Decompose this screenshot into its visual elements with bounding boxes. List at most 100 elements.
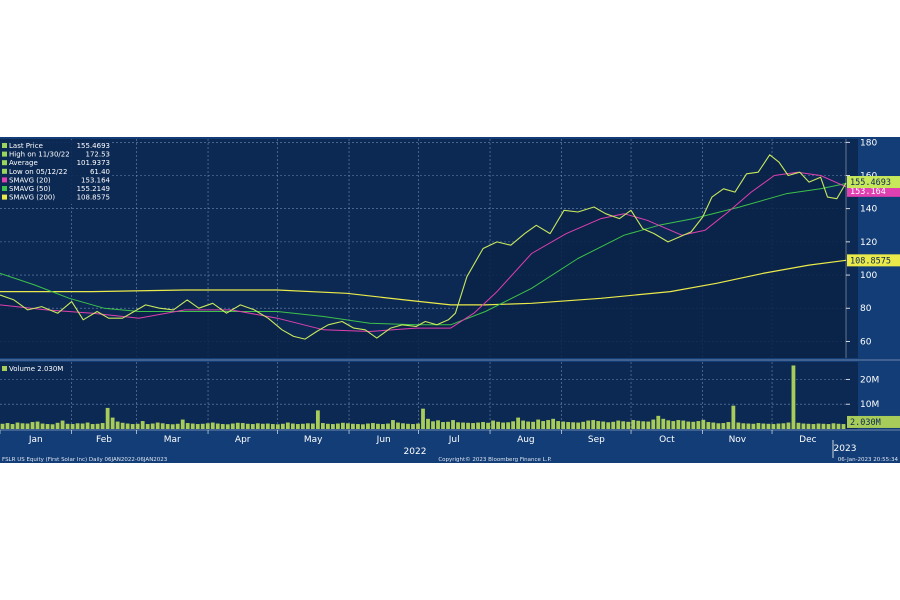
volume-bar xyxy=(751,423,756,429)
volume-bar xyxy=(335,423,340,429)
volume-bar xyxy=(371,423,375,429)
volume-bar xyxy=(771,424,776,429)
month-label: Jan xyxy=(28,435,43,445)
volume-axis: 20M 10M xyxy=(846,375,879,410)
volume-bar xyxy=(210,422,215,429)
volume-bar xyxy=(546,420,551,429)
volume-bar xyxy=(361,424,365,429)
volume-bar xyxy=(821,423,826,429)
volume-bar xyxy=(636,420,641,429)
volume-bar xyxy=(706,422,711,429)
volume-bar xyxy=(85,422,90,429)
volume-panel xyxy=(0,362,858,429)
volume-bar xyxy=(426,418,430,429)
legend-value: 101.9373 xyxy=(77,159,110,167)
series-lines xyxy=(0,154,847,340)
volume-bar xyxy=(671,421,676,429)
volume-bar xyxy=(521,420,526,429)
legend-swatch xyxy=(2,143,7,148)
month-label: May xyxy=(304,435,323,445)
volume-bar xyxy=(30,422,35,429)
volume-bar xyxy=(486,422,490,429)
volume-bar xyxy=(516,417,521,429)
volume-bar xyxy=(205,423,210,429)
legend-swatch xyxy=(2,151,7,157)
smavg20-line xyxy=(0,171,847,332)
volume-bar xyxy=(170,424,175,429)
volume-bar xyxy=(666,420,671,429)
volume-bar xyxy=(456,422,460,429)
volume-bar xyxy=(531,421,536,429)
volume-bar xyxy=(411,424,415,429)
volume-bar xyxy=(381,424,385,429)
volume-bar xyxy=(711,422,716,429)
volume-bar xyxy=(461,422,465,429)
volume-bar xyxy=(245,423,250,429)
volume-bar xyxy=(766,423,771,429)
volume-bar xyxy=(165,424,170,429)
volume-bar xyxy=(190,423,195,429)
volume-bar xyxy=(275,424,280,429)
x-axis: Jan Feb Mar Apr May Jun Jul Aug Sep Oct Nov Dec xyxy=(0,430,817,445)
legend-value: 155.4693 xyxy=(77,142,110,150)
volume-bar xyxy=(396,422,400,429)
volume-bar xyxy=(741,423,746,429)
volume-bar xyxy=(220,424,225,429)
volume-bar xyxy=(501,422,505,429)
volume-bar xyxy=(130,424,135,429)
volume-bar xyxy=(431,421,435,429)
volume-bar xyxy=(476,422,480,429)
volume-bar xyxy=(200,423,205,429)
volume-bar xyxy=(295,424,300,429)
legend-swatch xyxy=(2,168,7,174)
volume-bar xyxy=(806,423,811,429)
legend-value: 155.2149 xyxy=(77,185,110,193)
volume-bar xyxy=(471,423,475,429)
legend-label: SMAVG (50) xyxy=(9,185,51,193)
volume-bar xyxy=(656,415,661,429)
volume-tick-label: 20M xyxy=(860,375,879,385)
smavg200-tag-box xyxy=(847,254,900,267)
volume-bar xyxy=(621,421,626,429)
volume-legend-swatch xyxy=(2,366,7,371)
volume-bar xyxy=(691,421,696,429)
legend-swatch xyxy=(2,194,7,200)
volume-bar xyxy=(446,421,450,429)
volume-bar xyxy=(250,424,255,429)
volume-bar xyxy=(356,424,360,429)
volume-bar xyxy=(606,422,611,429)
price-tick-label: 120 xyxy=(860,238,877,248)
volume-bar xyxy=(416,423,420,429)
volume-bar xyxy=(786,422,791,429)
volume-bar xyxy=(796,422,801,429)
volume-bar xyxy=(105,407,110,429)
volume-bar xyxy=(185,423,190,429)
volume-bar xyxy=(300,423,305,429)
volume-bar xyxy=(290,423,295,429)
volume-bar xyxy=(681,420,686,429)
year-label: 2022 xyxy=(404,447,427,457)
last-price-tag-box xyxy=(847,176,900,189)
volume-bar xyxy=(726,422,731,429)
volume-bar xyxy=(125,423,130,429)
legend-swatch xyxy=(2,186,7,191)
volume-bar xyxy=(496,421,500,429)
volume-bar xyxy=(506,422,511,429)
volume-bar xyxy=(180,419,185,429)
volume-bar xyxy=(731,405,736,429)
legend-label: SMAVG (20) xyxy=(9,176,51,184)
smavg200-tag-text: 108.8575 xyxy=(850,256,891,266)
volume-bar xyxy=(25,423,30,429)
volume-bar xyxy=(120,422,125,429)
volume-bar xyxy=(581,421,586,429)
price-tick-label: 180 xyxy=(860,138,877,148)
volume-bar xyxy=(230,423,235,429)
legend-label: SMAVG (200) xyxy=(9,194,55,202)
month-label: Apr xyxy=(235,435,251,445)
volume-bar xyxy=(566,422,571,429)
volume-bar xyxy=(315,410,320,429)
volume-bar xyxy=(716,423,721,429)
volume-bar xyxy=(651,419,656,429)
